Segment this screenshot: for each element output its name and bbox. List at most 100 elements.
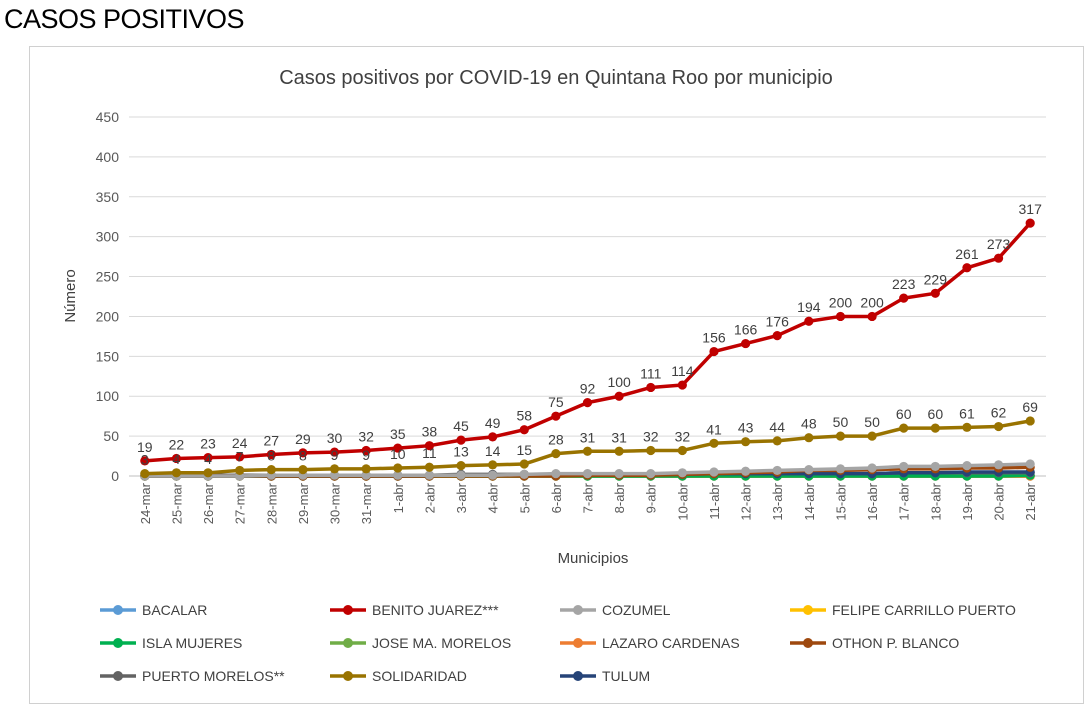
data-label: 317 [1019, 201, 1043, 217]
data-point [488, 470, 498, 480]
x-tick-label: 19-abr [960, 482, 975, 520]
legend-swatch-marker [803, 638, 813, 648]
data-label: 31 [580, 429, 596, 445]
data-label: 166 [734, 322, 758, 338]
x-tick-label: 28-mar [264, 482, 279, 524]
data-label: 30 [327, 430, 343, 446]
data-point [140, 456, 150, 466]
x-tick-label: 12-abr [739, 482, 754, 520]
data-point [424, 470, 434, 480]
data-point [266, 465, 276, 475]
legend-item-isla-mujeres: ISLA MUJERES [100, 635, 242, 651]
data-point [1025, 416, 1035, 426]
data-point [993, 460, 1004, 470]
data-label: 9 [362, 447, 370, 463]
data-point [393, 443, 403, 453]
data-point [899, 423, 909, 433]
data-point [772, 436, 782, 446]
data-point [741, 437, 751, 447]
data-label: 41 [706, 421, 722, 437]
x-tick-label: 18-abr [928, 482, 943, 520]
data-label: 92 [580, 381, 596, 397]
gridlines [129, 116, 1046, 437]
chart-container: 0 50 100 150 200 250 300 350 400 450 24-mar 25-mar 2… [29, 46, 1084, 704]
data-label: 156 [702, 330, 726, 346]
data-label: 44 [769, 419, 785, 435]
data-label: 4 [204, 451, 212, 467]
data-label: 223 [892, 276, 916, 292]
data-label: 60 [896, 406, 912, 422]
x-tick-label: 31-mar [359, 482, 374, 524]
data-point [646, 382, 656, 393]
data-label: 7 [236, 448, 244, 464]
data-label: 273 [987, 236, 1011, 252]
data-point [361, 464, 371, 474]
data-point [519, 469, 529, 480]
data-point [456, 461, 466, 471]
data-label: 114 [671, 363, 694, 379]
data-label: 32 [675, 428, 691, 444]
data-point [456, 470, 466, 480]
legend-item-othon-p-blanco: OTHON P. BLANCO [790, 635, 959, 651]
y-tick-label: 300 [96, 229, 120, 245]
x-tick-label: 10-abr [675, 482, 690, 520]
data-point [519, 425, 529, 435]
data-label: 15 [516, 442, 532, 458]
legend: BACALAR BENITO JUAREZ*** COZUMEL FELIPE CAR… [100, 602, 1016, 684]
data-point [677, 468, 687, 478]
data-point [361, 445, 371, 456]
data-label: 200 [860, 294, 884, 310]
data-point [551, 449, 561, 459]
legend-label: TULUM [602, 668, 650, 684]
data-point [930, 461, 940, 472]
data-label: 14 [485, 443, 501, 459]
series-line [144, 221, 1032, 463]
legend-label: ISLA MUJERES [142, 635, 242, 651]
data-point [867, 463, 877, 473]
data-point [835, 431, 846, 441]
x-tick-label: 4-abr [486, 482, 501, 513]
legend-swatch-marker [573, 671, 583, 681]
data-point [835, 464, 846, 474]
data-point [930, 288, 940, 298]
legend-item-cozumel: COZUMEL [560, 602, 671, 618]
data-point [171, 453, 182, 464]
data-point [1025, 218, 1035, 228]
data-label: 11 [422, 445, 437, 461]
data-label: 13 [453, 444, 469, 460]
data-label: 4 [173, 451, 181, 467]
data-point [424, 441, 434, 451]
data-label: 8 [267, 448, 275, 464]
legend-item-puerto-morelos: PUERTO MORELOS** [100, 668, 285, 684]
data-point [614, 391, 624, 401]
x-tick-label: 6-abr [549, 482, 564, 513]
data-point [393, 463, 403, 473]
data-point [677, 445, 687, 456]
data-label: 19 [137, 439, 153, 455]
legend-label: FELIPE CARRILLO PUERTO [832, 602, 1016, 618]
data-point [235, 465, 245, 476]
data-label: 24 [232, 435, 248, 451]
chart-title: Casos positivos por COVID-19 en Quintana… [279, 67, 833, 89]
data-label: 229 [924, 271, 948, 287]
data-point [582, 446, 593, 456]
legend-item-felipe-carrillo-puerto: FELIPE CARRILLO PUERTO [790, 602, 1016, 618]
y-axis-label: Número [62, 269, 79, 322]
data-point [677, 380, 687, 390]
data-point [772, 465, 782, 476]
series-cozumel [140, 459, 1035, 481]
legend-swatch-marker [573, 605, 583, 615]
data-label: 62 [991, 405, 1007, 421]
x-tick-label: 11-abr [707, 482, 722, 519]
series-solidaridad [140, 416, 1035, 479]
data-point [804, 465, 814, 475]
x-tick-label: 30-mar [328, 482, 343, 524]
data-label: 31 [611, 429, 627, 445]
x-axis-label: Municipios [558, 550, 629, 567]
data-label: 49 [485, 415, 501, 431]
data-label: 22 [169, 436, 185, 452]
x-tick-label: 20-abr [992, 482, 1007, 520]
legend-item-tulum: TULUM [560, 668, 650, 684]
data-point [551, 411, 561, 421]
